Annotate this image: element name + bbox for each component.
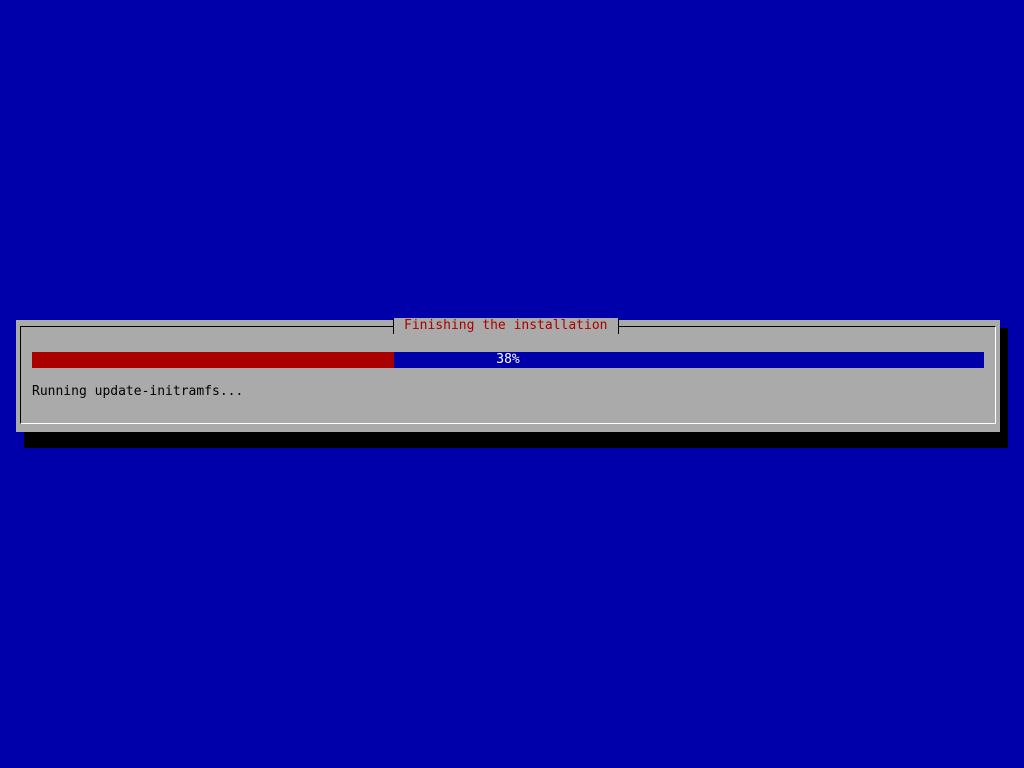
dialog-shadow	[24, 432, 1008, 448]
dialog-shadow-right	[1000, 328, 1008, 440]
status-text: Running update-initramfs...	[32, 384, 244, 399]
progress-dialog: Finishing the installation 38% Running u…	[16, 318, 1000, 432]
progress-label: 38%	[496, 352, 520, 367]
progress-bar: 38%	[32, 352, 984, 368]
progress-fill	[32, 352, 394, 368]
dialog-title: Finishing the installation	[393, 318, 619, 334]
dialog-frame: Finishing the installation	[20, 318, 996, 424]
